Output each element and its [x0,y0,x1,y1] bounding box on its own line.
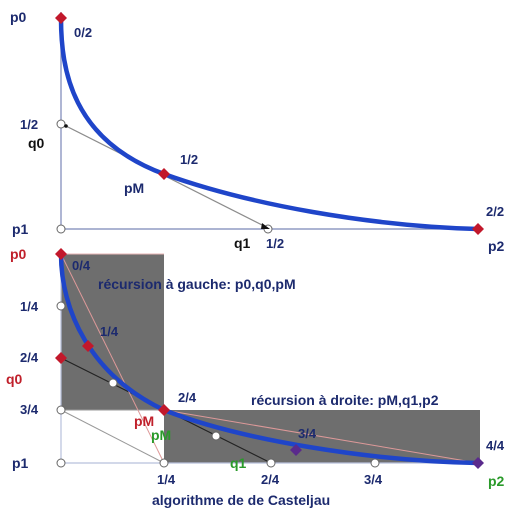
bottom-bezier-curve [58,251,481,466]
top-q0-dot [64,124,68,128]
bottom-pM-red-label: pM [134,413,154,429]
recursion-left-label: récursion à gauche: p0,q0,pM [98,276,296,292]
bottom-t-0-4-label: 0/4 [72,258,91,273]
top-p2-label: p2 [488,238,505,254]
top-panel: p0 0/2 1/2 q0 1/2 pM p1 q1 1/2 2/2 p2 [10,9,505,254]
bottom-t-1-4-label: 1/4 [100,324,119,339]
bottom-x-2-4-label: 2/4 [261,472,280,487]
bottom-pM-point [158,404,170,416]
bottom-t-3-4-point [290,444,302,456]
bottom-x-3-4-point [370,458,380,468]
bottom-y-1-4-point [56,301,66,311]
top-t-1-2-left-label: 1/2 [20,117,38,132]
bottom-mid-right-point [211,431,221,441]
bottom-p0-point [55,248,67,260]
bottom-p0-label: p0 [10,246,27,262]
top-t-2-2-label: 2/2 [486,204,504,219]
top-p1-label: p1 [12,221,29,237]
bottom-pM-green-label: pM [151,427,171,443]
top-q1-arrowhead [261,223,270,229]
bottom-t-4-4-label: 4/4 [486,438,505,453]
bottom-t-3-4-label: 3/4 [298,426,317,441]
top-p1-point [56,224,66,234]
bottom-x-1-4-label: 1/4 [157,472,176,487]
bottom-mid-left-point [108,378,118,388]
bottom-p2-point [472,457,484,469]
bottom-p1-point [56,458,66,468]
bottom-y-3-4-point [56,405,66,415]
top-p0-point [55,12,67,24]
top-pM-point [158,168,170,180]
bottom-panel: p0 0/4 récursion à gauche: p0,q0,pM 1/4 … [6,246,505,508]
bottom-t-1-4-point [82,340,94,352]
bottom-x-3-4-label: 3/4 [364,472,383,487]
construction-line-diag [60,409,165,464]
top-q0-label: q0 [28,135,45,151]
top-pM-label: pM [124,180,144,196]
top-t-1-2-bottom-label: 1/2 [266,236,284,251]
bottom-x-2-4-point [266,458,276,468]
bottom-t-2-4-label: 2/4 [178,390,197,405]
bottom-p2-label: p2 [488,473,505,489]
bottom-q0-label: q0 [6,371,23,387]
caption-label: algorithme de de Casteljau [152,492,330,508]
bottom-x-1-4-point [159,458,169,468]
recursion-right-label: récursion à droite: pM,q1,p2 [251,392,439,408]
bottom-y-3-4-label: 3/4 [20,402,39,417]
bottom-q0-point [55,352,67,364]
bottom-p1-label: p1 [12,455,29,471]
top-t-1-2-mid-label: 1/2 [180,152,198,167]
top-t-0-2-label: 0/2 [74,25,92,40]
bottom-y-2-4-label: 2/4 [20,350,39,365]
construction-line-right [163,409,479,464]
top-q0-point [56,119,66,129]
bottom-q1-label: q1 [230,455,247,471]
top-bezier-curve [58,15,481,232]
top-p2-point [472,223,484,235]
bottom-y-1-4-label: 1/4 [20,299,39,314]
top-q1-label: q1 [234,235,251,251]
top-p0-label: p0 [10,9,27,25]
construction-line-left [60,253,165,464]
